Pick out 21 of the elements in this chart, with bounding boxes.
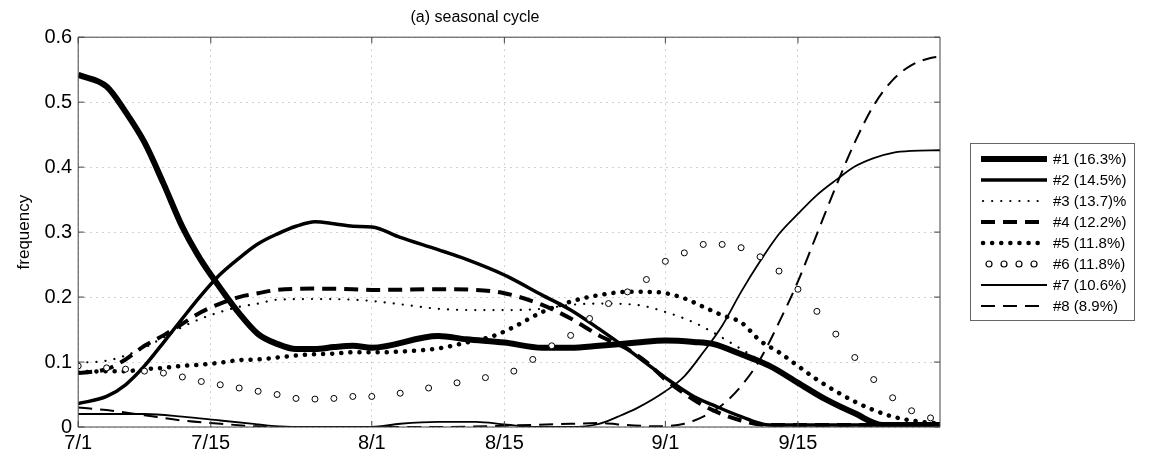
y-tick-label: 0.1: [44, 349, 73, 372]
y-tick-label: 0.6: [44, 24, 73, 47]
y-axis-title: frequency: [13, 194, 33, 270]
legend-label: #7 (10.6%): [1053, 276, 1127, 294]
legend-label: #6 (11.8%): [1053, 255, 1126, 273]
x-tick-label: 9/15: [778, 430, 818, 453]
legend-label: #4 (12.2%): [1053, 213, 1127, 231]
x-tick-label: 7/15: [191, 430, 231, 453]
legend-label: #2 (14.5%): [1053, 171, 1127, 189]
legend-label: #8 (8.9%): [1053, 297, 1119, 315]
x-tick-label: 8/15: [484, 430, 524, 453]
legend-label: #3 (13.7)%: [1053, 192, 1127, 210]
chart-title: (a) seasonal cycle: [410, 8, 540, 26]
legend-label: #5 (11.8%): [1053, 234, 1126, 252]
y-tick-label: 0.3: [44, 219, 73, 242]
legend-label: #1 (16.3%): [1053, 150, 1127, 168]
x-tick-label: 9/1: [651, 430, 680, 453]
y-tick-label: 0.5: [44, 89, 73, 112]
x-tick-label: 8/1: [357, 430, 386, 453]
y-tick-label: 0.4: [44, 154, 73, 177]
y-tick-label: 0.2: [44, 284, 73, 307]
